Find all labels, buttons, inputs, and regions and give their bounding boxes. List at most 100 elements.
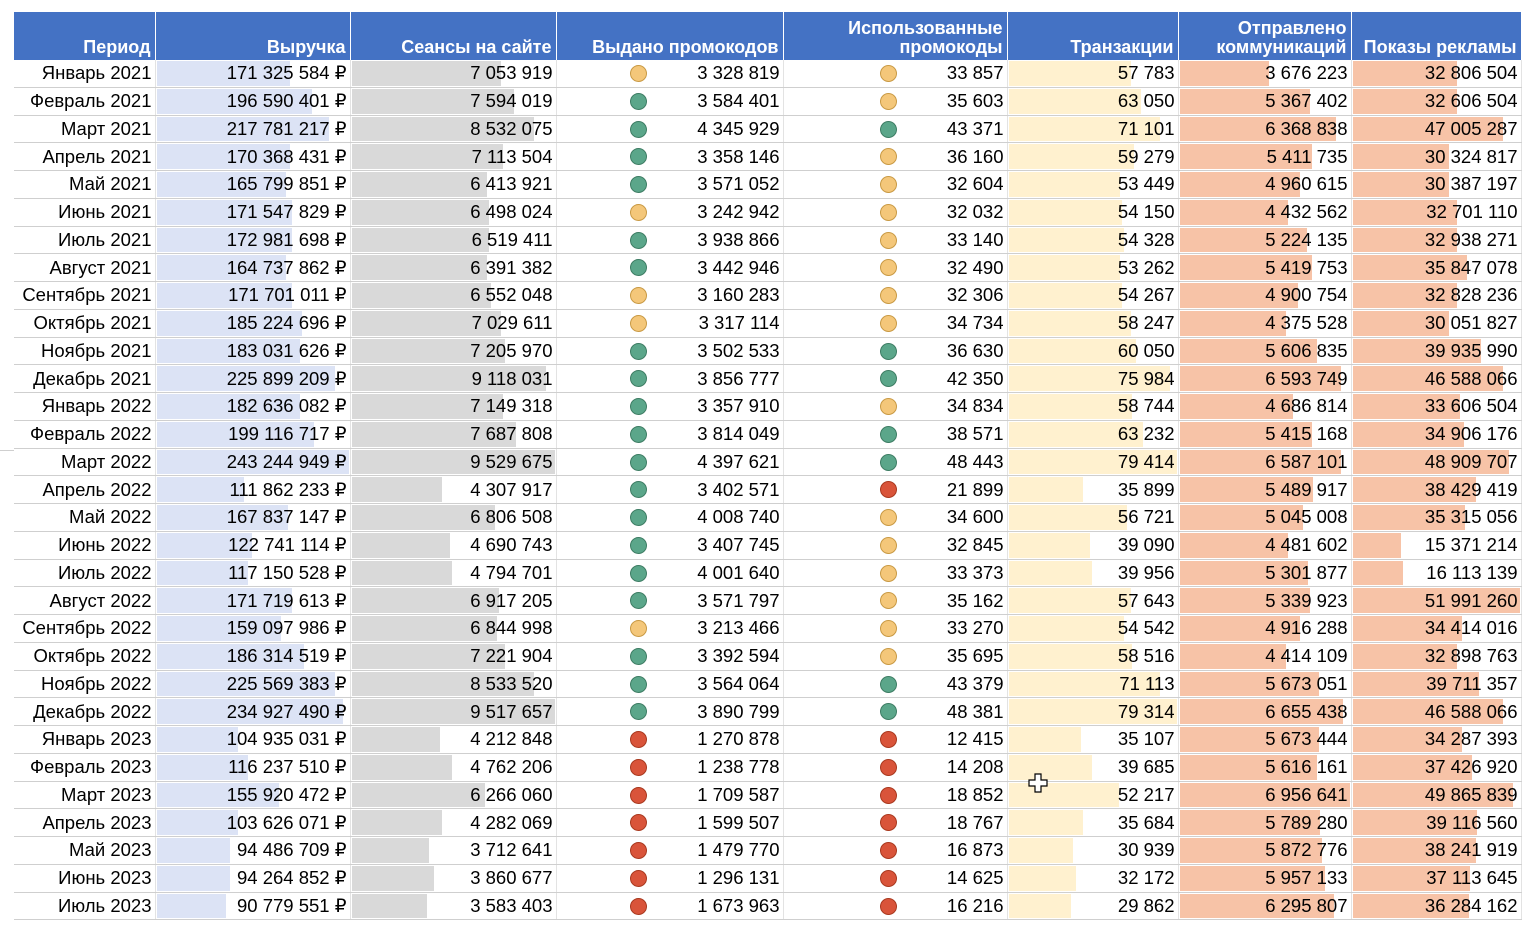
- cell-sessions[interactable]: 4 794 701: [350, 559, 557, 588]
- cell-promos-issued[interactable]: 3 213 466: [556, 614, 784, 643]
- cell-period[interactable]: Февраль 2022: [14, 420, 156, 449]
- cell-sessions[interactable]: 7 687 808: [350, 420, 557, 449]
- cell-revenue[interactable]: 167 837 147 ₽: [155, 503, 351, 532]
- cell-promos-issued[interactable]: 1 238 778: [556, 753, 784, 782]
- cell-period[interactable]: Сентябрь 2021: [14, 281, 156, 310]
- cell-sessions[interactable]: 3 860 677: [350, 864, 557, 893]
- cell-transactions[interactable]: 60 050: [1007, 337, 1179, 366]
- cell-promos-issued[interactable]: 1 673 963: [556, 892, 784, 921]
- cell-revenue[interactable]: 94 264 852 ₽: [155, 864, 351, 893]
- cell-revenue[interactable]: 183 031 626 ₽: [155, 337, 351, 366]
- cell-sessions[interactable]: 9 517 657: [350, 697, 557, 726]
- cell-promos-issued[interactable]: 1 709 587: [556, 781, 784, 810]
- cell-ad-impressions[interactable]: 36 284 162: [1351, 892, 1522, 921]
- cell-revenue[interactable]: 165 799 851 ₽: [155, 170, 351, 199]
- cell-communications[interactable]: 4 414 109: [1178, 642, 1352, 671]
- header-communications[interactable]: Отправлено коммуникаций: [1178, 12, 1352, 60]
- cell-promos-issued[interactable]: 3 317 114: [556, 309, 784, 338]
- cell-promos-used[interactable]: 33 140: [783, 226, 1008, 255]
- cell-communications[interactable]: 4 432 562: [1178, 198, 1352, 227]
- cell-promos-used[interactable]: 21 899: [783, 475, 1008, 504]
- cell-period[interactable]: Март 2023: [14, 781, 156, 810]
- cell-ad-impressions[interactable]: 39 711 357: [1351, 670, 1522, 699]
- cell-transactions[interactable]: 63 232: [1007, 420, 1179, 449]
- cell-sessions[interactable]: 7 594 019: [350, 87, 557, 116]
- cell-transactions[interactable]: 58 744: [1007, 392, 1179, 421]
- cell-transactions[interactable]: 57 783: [1007, 60, 1179, 88]
- cell-revenue[interactable]: 171 701 011 ₽: [155, 281, 351, 310]
- cell-sessions[interactable]: 4 307 917: [350, 475, 557, 504]
- cell-ad-impressions[interactable]: 49 865 839: [1351, 781, 1522, 810]
- cell-period[interactable]: Июль 2021: [14, 226, 156, 255]
- cell-promos-used[interactable]: 32 845: [783, 531, 1008, 560]
- cell-transactions[interactable]: 39 956: [1007, 559, 1179, 588]
- cell-sessions[interactable]: 4 212 848: [350, 725, 557, 754]
- cell-sessions[interactable]: 9 529 675: [350, 448, 557, 477]
- cell-promos-used[interactable]: 42 350: [783, 364, 1008, 393]
- cell-period[interactable]: Май 2022: [14, 503, 156, 532]
- cell-period[interactable]: Январь 2021: [14, 60, 156, 88]
- cell-promos-used[interactable]: 16 216: [783, 892, 1008, 921]
- cell-promos-issued[interactable]: 4 008 740: [556, 503, 784, 532]
- cell-revenue[interactable]: 170 368 431 ₽: [155, 142, 351, 171]
- cell-ad-impressions[interactable]: 30 387 197: [1351, 170, 1522, 199]
- cell-period[interactable]: Август 2022: [14, 586, 156, 615]
- cell-transactions[interactable]: 63 050: [1007, 87, 1179, 116]
- cell-sessions[interactable]: 7 205 970: [350, 337, 557, 366]
- header-transactions[interactable]: Транзакции: [1007, 12, 1179, 60]
- cell-transactions[interactable]: 39 090: [1007, 531, 1179, 560]
- cell-transactions[interactable]: 53 449: [1007, 170, 1179, 199]
- cell-communications[interactable]: 4 481 602: [1178, 531, 1352, 560]
- cell-promos-used[interactable]: 34 834: [783, 392, 1008, 421]
- cell-revenue[interactable]: 225 569 383 ₽: [155, 670, 351, 699]
- cell-transactions[interactable]: 30 939: [1007, 836, 1179, 865]
- cell-communications[interactable]: 6 295 807: [1178, 892, 1352, 921]
- cell-ad-impressions[interactable]: 48 909 707: [1351, 448, 1522, 477]
- cell-transactions[interactable]: 79 314: [1007, 697, 1179, 726]
- cell-transactions[interactable]: 35 107: [1007, 725, 1179, 754]
- cell-revenue[interactable]: 171 547 829 ₽: [155, 198, 351, 227]
- header-ad-impressions[interactable]: Показы рекламы: [1351, 12, 1522, 60]
- cell-sessions[interactable]: 7 221 904: [350, 642, 557, 671]
- cell-communications[interactable]: 5 789 280: [1178, 808, 1352, 837]
- cell-promos-used[interactable]: 32 604: [783, 170, 1008, 199]
- cell-promos-used[interactable]: 14 208: [783, 753, 1008, 782]
- cell-ad-impressions[interactable]: 32 938 271: [1351, 226, 1522, 255]
- cell-sessions[interactable]: 3 583 403: [350, 892, 557, 921]
- cell-ad-impressions[interactable]: 37 113 645: [1351, 864, 1522, 893]
- cell-period[interactable]: Март 2021: [14, 115, 156, 144]
- cell-transactions[interactable]: 35 899: [1007, 475, 1179, 504]
- cell-promos-used[interactable]: 32 490: [783, 253, 1008, 282]
- cell-promos-issued[interactable]: 3 856 777: [556, 364, 784, 393]
- cell-transactions[interactable]: 71 113: [1007, 670, 1179, 699]
- cell-revenue[interactable]: 171 325 584 ₽: [155, 60, 351, 88]
- cell-revenue[interactable]: 164 737 862 ₽: [155, 253, 351, 282]
- cell-revenue[interactable]: 186 314 519 ₽: [155, 642, 351, 671]
- cell-communications[interactable]: 6 593 749: [1178, 364, 1352, 393]
- cell-sessions[interactable]: 6 806 508: [350, 503, 557, 532]
- cell-promos-used[interactable]: 43 371: [783, 115, 1008, 144]
- cell-promos-used[interactable]: 48 381: [783, 697, 1008, 726]
- cell-ad-impressions[interactable]: 46 588 066: [1351, 697, 1522, 726]
- header-revenue[interactable]: Выручка: [155, 12, 351, 60]
- cell-sessions[interactable]: 6 844 998: [350, 614, 557, 643]
- cell-promos-used[interactable]: 14 625: [783, 864, 1008, 893]
- cell-revenue[interactable]: 217 781 217 ₽: [155, 115, 351, 144]
- cell-revenue[interactable]: 122 741 114 ₽: [155, 531, 351, 560]
- cell-ad-impressions[interactable]: 33 606 504: [1351, 392, 1522, 421]
- cell-revenue[interactable]: 104 935 031 ₽: [155, 725, 351, 754]
- cell-communications[interactable]: 6 587 101: [1178, 448, 1352, 477]
- header-promos-issued[interactable]: Выдано промокодов: [556, 12, 784, 60]
- cell-ad-impressions[interactable]: 35 315 056: [1351, 503, 1522, 532]
- cell-revenue[interactable]: 155 920 472 ₽: [155, 781, 351, 810]
- cell-promos-used[interactable]: 36 160: [783, 142, 1008, 171]
- cell-revenue[interactable]: 172 981 698 ₽: [155, 226, 351, 255]
- cell-ad-impressions[interactable]: 34 287 393: [1351, 725, 1522, 754]
- cell-communications[interactable]: 5 489 917: [1178, 475, 1352, 504]
- cell-promos-used[interactable]: 32 306: [783, 281, 1008, 310]
- cell-promos-issued[interactable]: 3 160 283: [556, 281, 784, 310]
- cell-sessions[interactable]: 4 690 743: [350, 531, 557, 560]
- cell-promos-issued[interactable]: 1 296 131: [556, 864, 784, 893]
- cell-promos-used[interactable]: 32 032: [783, 198, 1008, 227]
- cell-revenue[interactable]: 171 719 613 ₽: [155, 586, 351, 615]
